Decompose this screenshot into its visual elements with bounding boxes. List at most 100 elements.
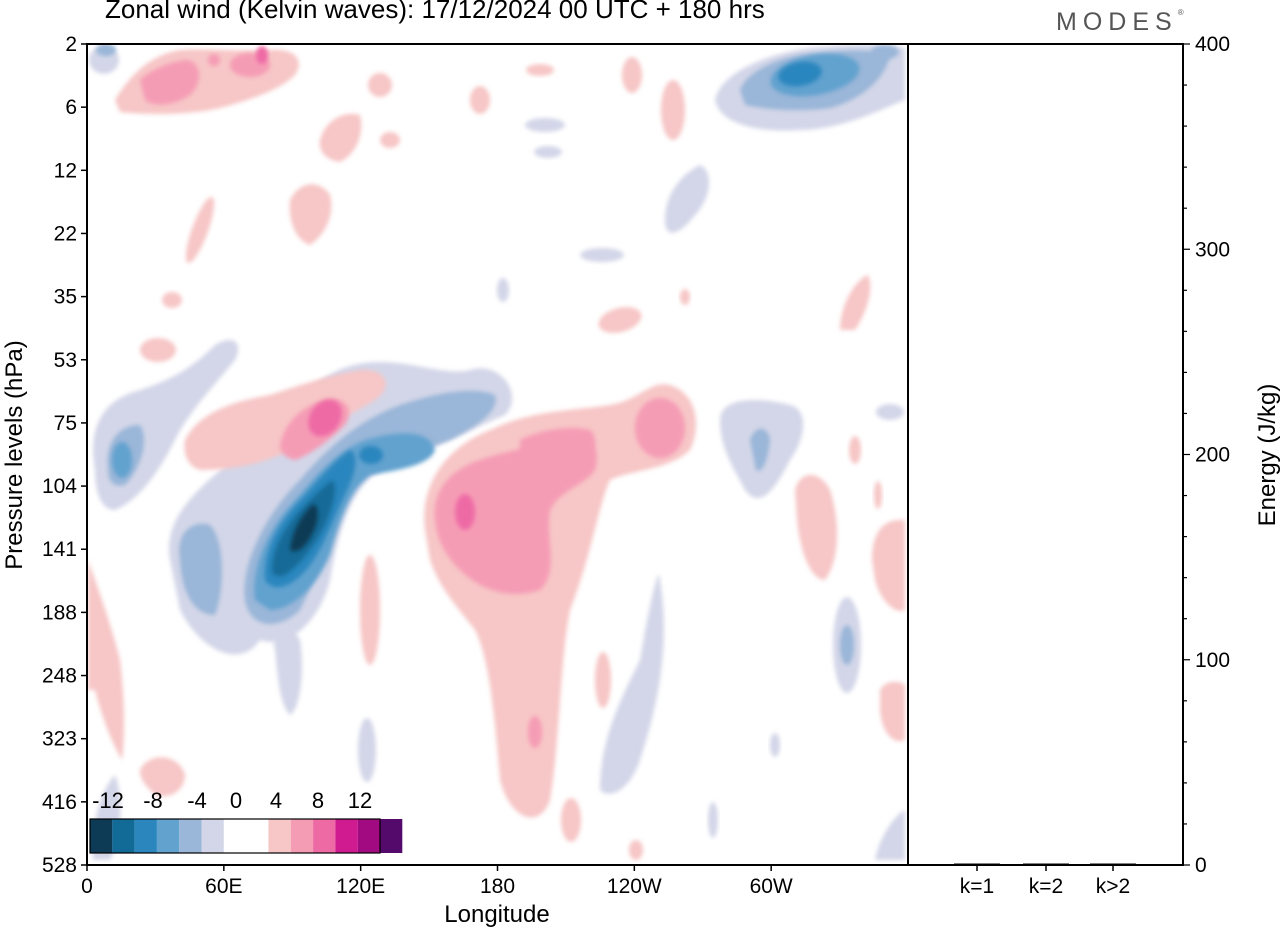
contour-n2 [497, 278, 509, 302]
contour-p2 [184, 369, 386, 470]
colorbar-frame [89, 818, 381, 854]
contour-p6 [256, 46, 268, 64]
contour-p2 [526, 64, 554, 76]
colorbar-swatch [357, 819, 380, 853]
longitude-tick-label: 0 [81, 875, 93, 898]
contour-p4 [520, 428, 596, 464]
colorbar-label: 0 [230, 788, 242, 813]
energy-bar [1023, 863, 1069, 865]
contour-p2 [368, 73, 392, 97]
energy-bar [1090, 863, 1136, 865]
energy-category-label: k>2 [1096, 875, 1130, 898]
contour-n4 [871, 45, 899, 59]
pressure-tick-label: 53 [54, 349, 77, 372]
energy-tick-label: 100 [1195, 649, 1230, 672]
contour-p2 [185, 196, 215, 264]
pressure-tick-label: 6 [65, 96, 77, 119]
contour-n4 [840, 625, 854, 665]
energy-tick-label: 400 [1195, 33, 1230, 56]
colorbar: -12 -8 -4 0 4 8 12 [89, 788, 403, 854]
contour-p2 [872, 520, 905, 611]
colorbar-label: 8 [312, 788, 324, 813]
contour-n4 [750, 428, 770, 471]
pressure-tick-label: 22 [54, 222, 77, 245]
colorbar-label: -4 [187, 788, 207, 813]
colorbar-swatch [201, 819, 224, 853]
longitude-tick-label: 120W [607, 875, 662, 898]
contour-p2 [661, 80, 685, 140]
contour-p4 [635, 398, 685, 458]
colorbar-swatch [290, 819, 314, 853]
contour-p2 [598, 307, 642, 333]
colorbar-swatch [335, 819, 358, 853]
contour-p2 [289, 184, 332, 245]
energy-category-label: k=2 [1029, 875, 1063, 898]
colorbar-swatch [380, 819, 403, 853]
contour-p2 [380, 132, 400, 148]
contour-n2 [525, 118, 565, 132]
contour-n8 [359, 446, 383, 464]
contour-n2 [600, 574, 664, 794]
colorbar-swatch [313, 819, 336, 853]
contour-p2 [680, 289, 690, 305]
contour-n2 [358, 718, 376, 782]
pressure-tick-label: 12 [54, 159, 77, 182]
longitude-tick-label: 120E [336, 875, 385, 898]
modes-logo: MODES® [1056, 8, 1184, 37]
contour-p2 [629, 840, 643, 860]
contour-n6 [112, 442, 132, 478]
colorbar-swatch [268, 819, 291, 853]
contour-p2 [140, 338, 176, 362]
contour-p2 [561, 798, 581, 842]
contour-p4 [434, 439, 597, 594]
chart-title: Zonal wind (Kelvin waves): 17/12/2024 00… [105, 0, 765, 24]
contour-p6 [308, 399, 342, 437]
pressure-tick-label: 75 [54, 412, 77, 435]
contour-p2 [140, 757, 185, 797]
colorbar-swatch [223, 819, 269, 853]
pressure-tick-label: 323 [42, 728, 77, 751]
pressure-tick-label: 416 [42, 791, 77, 814]
energy-plot-frame [907, 43, 1184, 866]
contour-n2 [580, 248, 624, 262]
contour-n2 [770, 733, 780, 757]
x-axis-label: Longitude [444, 901, 549, 928]
contour-n2 [708, 802, 718, 838]
contour-p2 [840, 275, 871, 330]
energy-bars: k=1 k=2 k>2 [954, 863, 1136, 898]
contour-p2 [162, 292, 182, 308]
energy-axis-label: Energy (J/kg) [1254, 384, 1280, 527]
colorbar-label: -12 [92, 788, 124, 813]
colorbar-swatch [179, 819, 202, 853]
colorbar-label: -8 [143, 788, 163, 813]
contour-n2 [274, 629, 302, 715]
colorbar-swatch [90, 819, 113, 853]
longitude-tick-label: 60W [750, 875, 793, 898]
energy-tick-label: 200 [1195, 444, 1230, 467]
y-axis-label: Pressure levels (hPa) [1, 340, 28, 569]
longitude-tick-label: 180 [480, 875, 515, 898]
contour-n2 [534, 146, 562, 158]
contour-p6 [455, 494, 475, 530]
contour-p2 [795, 475, 837, 580]
contour-n12 [290, 504, 318, 552]
colorbar-swatch [134, 819, 157, 853]
energy-bar [954, 863, 1000, 865]
pressure-tick-label: 35 [54, 286, 77, 309]
contour-n4 [179, 523, 222, 615]
wind-field-contours [88, 44, 905, 860]
contour-p4 [208, 54, 220, 66]
brand-text: MODES [1056, 8, 1178, 36]
contour-n8 [778, 61, 822, 87]
colorbar-swatch [112, 819, 135, 853]
energy-axis: 0 100 200 300 400 [1183, 33, 1230, 877]
pressure-tick-label: 528 [42, 854, 77, 877]
contour-n2 [875, 810, 905, 860]
contour-p4 [140, 60, 200, 105]
pressure-tick-label: 2 [65, 33, 77, 56]
pressure-axis: 2 6 12 22 35 53 75 104 141 188 248 323 416 528 [42, 33, 87, 877]
contour-n4 [96, 44, 116, 56]
contour-p2 [360, 555, 380, 665]
contour-p2 [880, 681, 905, 742]
